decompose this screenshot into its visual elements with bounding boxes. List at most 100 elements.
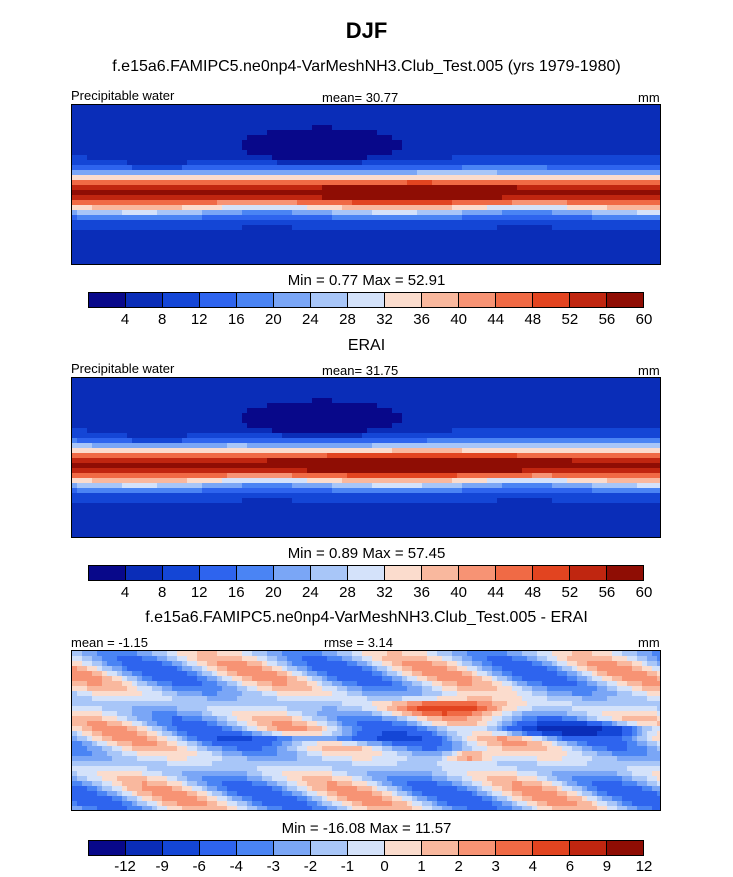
- colorbar-swatch: [274, 293, 311, 307]
- colorbar-swatch: [570, 293, 607, 307]
- panel1-units-label: mm: [638, 90, 660, 105]
- colorbar-tick-label: 60: [635, 584, 653, 601]
- colorbar-tick-label: -2: [303, 858, 318, 875]
- colorbar-swatch: [89, 293, 126, 307]
- colorbar-swatch: [237, 566, 274, 580]
- colorbar-swatch: [126, 293, 163, 307]
- panel3-colorbar: [88, 840, 644, 856]
- panel2-contour-field: [72, 378, 660, 537]
- colorbar-swatch: [385, 566, 422, 580]
- colorbar-tick-label: -6: [192, 858, 206, 875]
- panel3-units-label: mm: [638, 635, 660, 650]
- panel2-colorbar-ticks: 4 8 12 16 20 24 28 32 36 40 44 48 52 56 60: [88, 584, 652, 602]
- colorbar-swatch: [163, 566, 200, 580]
- colorbar-tick-label: -4: [229, 858, 243, 875]
- panel3-colorbar-ticks: -12 -9 -6 -4 -3 -2 -1 0 1 2 3 4 6 9 12: [88, 858, 652, 876]
- colorbar-swatch: [274, 566, 311, 580]
- colorbar-tick-label: 60: [635, 311, 653, 328]
- colorbar-swatch: [607, 293, 643, 307]
- colorbar-tick-label: 32: [376, 584, 393, 601]
- colorbar-swatch: [533, 841, 570, 855]
- colorbar-swatch: [385, 293, 422, 307]
- colorbar-tick-label: 3: [491, 858, 500, 875]
- colorbar-tick-label: 56: [598, 584, 616, 601]
- panel2-variable-label: Precipitable water: [71, 361, 175, 376]
- colorbar-swatch: [89, 566, 126, 580]
- colorbar-tick-label: 12: [190, 311, 208, 328]
- colorbar-tick-label: 8: [157, 584, 167, 601]
- colorbar-tick-label: 12: [190, 584, 208, 601]
- colorbar-tick-label: 4: [528, 858, 537, 875]
- colorbar-swatch: [533, 293, 570, 307]
- colorbar-tick-label: 44: [487, 311, 505, 328]
- colorbar-tick-label: 32: [376, 311, 393, 328]
- colorbar-swatch: [89, 841, 126, 855]
- colorbar-tick-label: 24: [302, 311, 319, 328]
- colorbar-swatch: [533, 566, 570, 580]
- colorbar-tick-label: 28: [339, 584, 356, 601]
- colorbar-swatch: [274, 841, 311, 855]
- figure-title: DJF: [345, 18, 388, 43]
- colorbar-swatch: [126, 566, 163, 580]
- colorbar-swatch: [237, 293, 274, 307]
- colorbar-tick-label: 28: [339, 311, 356, 328]
- colorbar-swatch: [348, 566, 385, 580]
- panel1-variable-label: Precipitable water: [71, 88, 175, 103]
- colorbar-swatch: [385, 841, 422, 855]
- colorbar-tick-label: 12: [635, 858, 653, 875]
- colorbar-tick-label: 8: [157, 311, 167, 328]
- colorbar-tick-label: 16: [227, 584, 245, 601]
- colorbar-tick-label: 36: [413, 584, 430, 601]
- colorbar-swatch: [311, 841, 348, 855]
- colorbar-swatch: [570, 566, 607, 580]
- colorbar-tick-label: 52: [561, 584, 579, 601]
- colorbar-tick-label: 20: [264, 584, 282, 601]
- panel1-colorbar: [88, 292, 644, 308]
- panel1-heading: f.e15a6.FAMIPC5.ne0np4-VarMeshNH3.Club_T…: [112, 58, 621, 75]
- colorbar-tick-label: -1: [340, 858, 355, 875]
- colorbar-tick-label: 6: [565, 858, 575, 875]
- colorbar-tick-label: 40: [450, 584, 467, 601]
- colorbar-swatch: [200, 566, 237, 580]
- colorbar-tick-label: 20: [264, 311, 282, 328]
- colorbar-swatch: [422, 841, 459, 855]
- panel2-colorbar: [88, 565, 644, 581]
- colorbar-tick-label: -12: [114, 858, 136, 875]
- panel3-mean-label: mean = -1.15: [71, 635, 148, 650]
- colorbar-tick-label: 52: [561, 311, 579, 328]
- colorbar-swatch: [348, 293, 385, 307]
- panel1-colorbar-ticks: 4 8 12 16 20 24 28 32 36 40 44 48 52 56 60: [88, 311, 652, 329]
- colorbar-swatch: [496, 566, 533, 580]
- colorbar-tick-label: 2: [454, 858, 463, 875]
- colorbar-tick-label: -3: [266, 858, 280, 875]
- panel1-mean-label: mean= 30.77: [322, 90, 399, 105]
- colorbar-swatch: [311, 566, 348, 580]
- colorbar-swatch: [459, 841, 496, 855]
- panel2-mean-label: mean= 31.75: [322, 363, 399, 378]
- colorbar-swatch: [200, 293, 237, 307]
- colorbar-tick-label: 0: [380, 858, 389, 875]
- colorbar-tick-label: 44: [487, 584, 505, 601]
- colorbar-tick-label: 9: [602, 858, 612, 875]
- panel3-rmse-label: rmse = 3.14: [324, 635, 394, 650]
- colorbar-swatch: [126, 841, 163, 855]
- panel2-units-label: mm: [638, 363, 660, 378]
- colorbar-swatch: [163, 293, 200, 307]
- colorbar-swatch: [607, 841, 643, 855]
- colorbar-swatch: [311, 293, 348, 307]
- colorbar-tick-label: 48: [524, 584, 542, 601]
- colorbar-tick-label: -9: [155, 858, 169, 875]
- colorbar-tick-label: 36: [413, 311, 430, 328]
- colorbar-tick-label: 40: [450, 311, 467, 328]
- colorbar-tick-label: 48: [524, 311, 542, 328]
- panel3-heading: f.e15a6.FAMIPC5.ne0np4-VarMeshNH3.Club_T…: [145, 609, 588, 626]
- panel1-contour-field: [72, 105, 660, 264]
- colorbar-swatch: [607, 566, 643, 580]
- colorbar-swatch: [163, 841, 200, 855]
- panel3-contour-field: [72, 651, 660, 810]
- colorbar-swatch: [570, 841, 607, 855]
- panel1-min-max: Min = 0.77 Max = 52.91: [287, 272, 446, 289]
- colorbar-tick-label: 1: [417, 858, 426, 875]
- colorbar-swatch: [348, 841, 385, 855]
- panel2-map: [71, 377, 661, 538]
